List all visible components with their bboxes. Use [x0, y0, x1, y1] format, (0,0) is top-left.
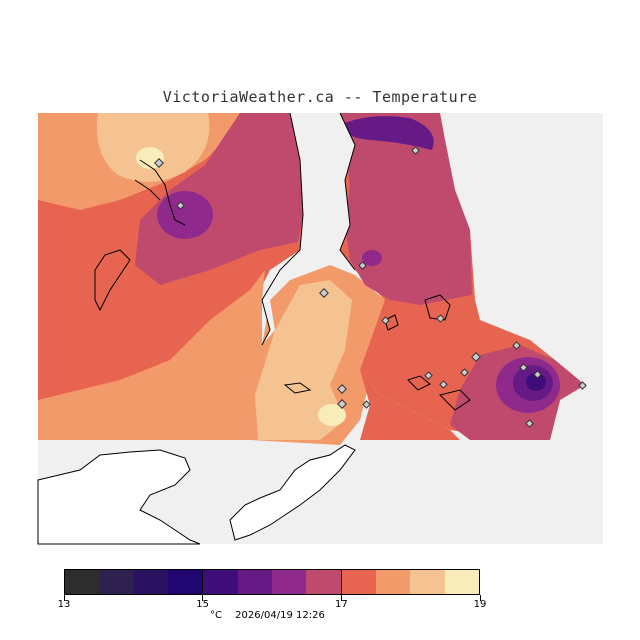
- color-bin: [168, 570, 202, 594]
- scale-tick-label: 17: [335, 599, 348, 610]
- scale-tick-label: 19: [474, 599, 487, 610]
- color-bin: [445, 570, 479, 594]
- color-bin: [341, 570, 376, 594]
- scale-tick-label: 15: [196, 599, 209, 610]
- contour-west-5: [157, 191, 213, 239]
- color-bin: [376, 570, 410, 594]
- color-bin: [202, 570, 237, 594]
- scale-tick-label: 13: [58, 599, 71, 610]
- color-scale-ticks: [0, 595, 640, 603]
- color-bin: [410, 570, 444, 594]
- color-bin: [99, 570, 133, 594]
- unit-label: °C: [210, 610, 222, 621]
- color-bin: [65, 570, 99, 594]
- legend-footer: °C 2026/04/19 12:26: [210, 610, 335, 621]
- color-bin: [134, 570, 168, 594]
- color-scale-bar: [64, 569, 480, 595]
- timestamp: 2026/04/19 12:26: [235, 610, 325, 621]
- contour-east-3: [362, 250, 382, 266]
- color-bin: [306, 570, 340, 594]
- color-bin: [238, 570, 272, 594]
- color-bin: [272, 570, 306, 594]
